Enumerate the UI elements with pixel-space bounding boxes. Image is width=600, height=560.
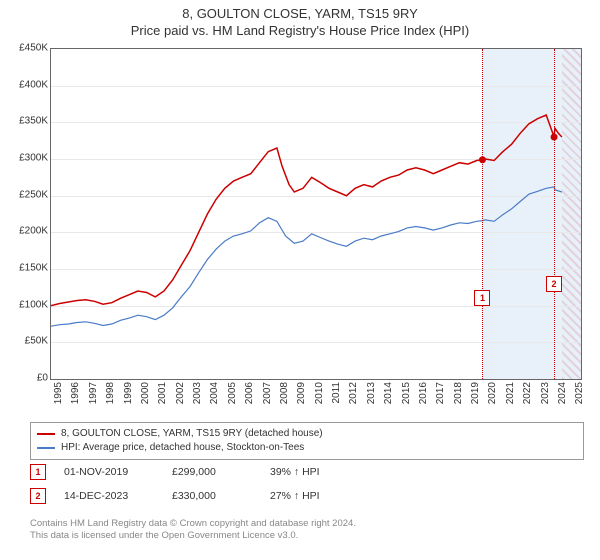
y-tick-label: £150K — [4, 263, 48, 274]
x-tick-label: 2021 — [505, 382, 516, 412]
sale-row-2: 2 14-DEC-2023 £330,000 27% ↑ HPI — [30, 488, 320, 504]
sale-row-1: 1 01-NOV-2019 £299,000 39% ↑ HPI — [30, 464, 320, 480]
footer: Contains HM Land Registry data © Crown c… — [30, 518, 356, 542]
x-tick-label: 2008 — [279, 382, 290, 412]
x-tick-label: 2009 — [296, 382, 307, 412]
x-tick-label: 2010 — [314, 382, 325, 412]
x-tick-label: 2012 — [348, 382, 359, 412]
x-tick-label: 2004 — [209, 382, 220, 412]
plot-svg — [51, 49, 581, 379]
x-tick-label: 2019 — [470, 382, 481, 412]
x-tick-label: 2001 — [157, 382, 168, 412]
legend-row-property: 8, GOULTON CLOSE, YARM, TS15 9RY (detach… — [37, 427, 577, 441]
footer-line-2: This data is licensed under the Open Gov… — [30, 530, 356, 542]
x-tick-label: 2003 — [192, 382, 203, 412]
chart-container: 8, GOULTON CLOSE, YARM, TS15 9RY Price p… — [0, 0, 600, 560]
y-tick-label: £200K — [4, 226, 48, 237]
plot-area: 12 — [50, 48, 582, 380]
legend-label-hpi: HPI: Average price, detached house, Stoc… — [61, 441, 304, 455]
x-tick-label: 2018 — [453, 382, 464, 412]
legend-label-property: 8, GOULTON CLOSE, YARM, TS15 9RY (detach… — [61, 427, 323, 441]
sale-date-1: 01-NOV-2019 — [64, 466, 154, 478]
y-tick-label: £400K — [4, 79, 48, 90]
sale-date-2: 14-DEC-2023 — [64, 490, 154, 502]
legend-box: 8, GOULTON CLOSE, YARM, TS15 9RY (detach… — [30, 422, 584, 460]
y-tick-label: £0 — [4, 373, 48, 384]
x-tick-label: 2005 — [227, 382, 238, 412]
y-tick-label: £50K — [4, 336, 48, 347]
x-tick-label: 2024 — [557, 382, 568, 412]
x-tick-label: 2006 — [244, 382, 255, 412]
legend-swatch-hpi — [37, 447, 55, 449]
x-tick-label: 2000 — [140, 382, 151, 412]
sale-vline — [554, 49, 555, 379]
sale-marker-box: 2 — [546, 276, 562, 292]
legend-row-hpi: HPI: Average price, detached house, Stoc… — [37, 441, 577, 455]
sale-marker-box: 1 — [474, 290, 490, 306]
x-tick-label: 2002 — [175, 382, 186, 412]
x-tick-label: 1998 — [105, 382, 116, 412]
x-tick-label: 2015 — [401, 382, 412, 412]
y-tick-label: £300K — [4, 153, 48, 164]
y-tick-label: £250K — [4, 189, 48, 200]
x-tick-label: 2011 — [331, 382, 342, 412]
x-tick-label: 1995 — [53, 382, 64, 412]
y-tick-label: £450K — [4, 43, 48, 54]
footer-line-1: Contains HM Land Registry data © Crown c… — [30, 518, 356, 530]
x-tick-label: 1999 — [123, 382, 134, 412]
x-tick-label: 2022 — [522, 382, 533, 412]
y-tick-label: £350K — [4, 116, 48, 127]
x-tick-label: 1997 — [88, 382, 99, 412]
x-tick-label: 2023 — [540, 382, 551, 412]
x-tick-label: 2007 — [262, 382, 273, 412]
x-tick-label: 2025 — [574, 382, 585, 412]
sale-marker-1: 1 — [30, 464, 46, 480]
y-tick-label: £100K — [4, 299, 48, 310]
title-block: 8, GOULTON CLOSE, YARM, TS15 9RY Price p… — [0, 0, 600, 38]
x-tick-label: 2020 — [487, 382, 498, 412]
sale-vline — [482, 49, 483, 379]
series-line-property — [51, 115, 562, 306]
x-tick-label: 2016 — [418, 382, 429, 412]
sale-marker-2: 2 — [30, 488, 46, 504]
sale-price-2: £330,000 — [172, 490, 252, 502]
chart-title-address: 8, GOULTON CLOSE, YARM, TS15 9RY — [0, 6, 600, 21]
legend-swatch-property — [37, 433, 55, 435]
x-tick-label: 2014 — [383, 382, 394, 412]
sale-delta-2: 27% ↑ HPI — [270, 490, 320, 502]
x-tick-label: 1996 — [70, 382, 81, 412]
chart-subtitle: Price paid vs. HM Land Registry's House … — [0, 23, 600, 38]
sale-delta-1: 39% ↑ HPI — [270, 466, 320, 478]
sale-price-1: £299,000 — [172, 466, 252, 478]
x-tick-label: 2017 — [435, 382, 446, 412]
x-tick-label: 2013 — [366, 382, 377, 412]
